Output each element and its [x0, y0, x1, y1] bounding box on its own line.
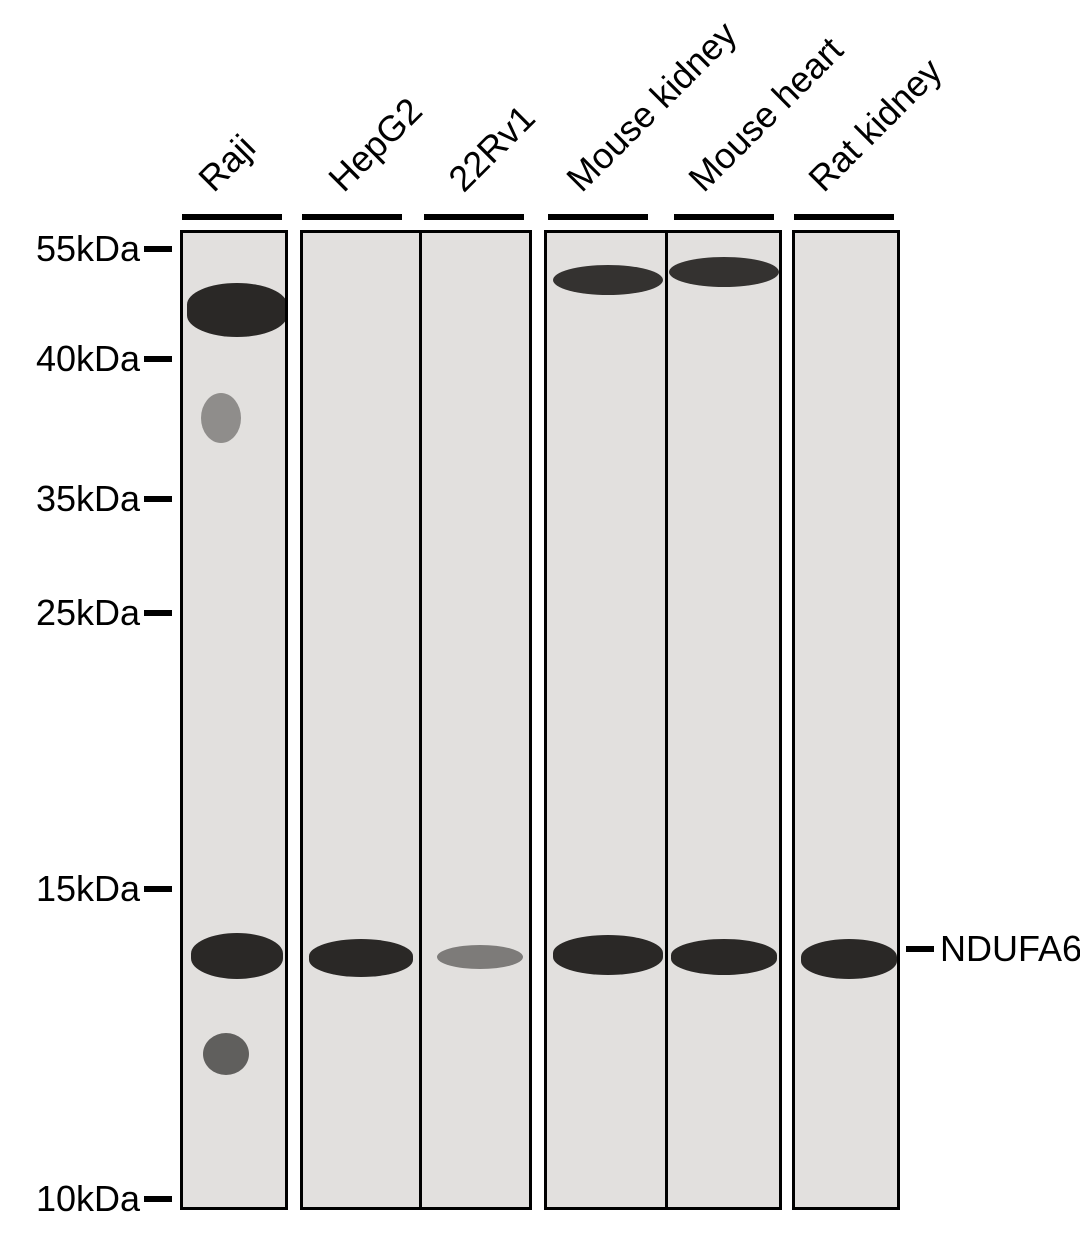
target-label: NDUFA6: [940, 928, 1080, 970]
protein-band: [203, 1033, 249, 1075]
protein-band: [191, 933, 283, 979]
marker-tick: [144, 496, 172, 502]
protein-band: [437, 945, 523, 969]
protein-band: [801, 939, 897, 979]
blot-panel-2: [300, 230, 532, 1210]
protein-band: [309, 939, 413, 977]
lane-underline: [302, 214, 402, 220]
marker-label: 55kDa: [0, 228, 140, 270]
lane-divider: [665, 233, 668, 1207]
marker-tick: [144, 610, 172, 616]
target-tick: [906, 946, 934, 952]
lane-underline: [424, 214, 524, 220]
blot-panel-3: [544, 230, 782, 1210]
lane-label: Raji: [190, 126, 264, 200]
marker-tick: [144, 1196, 172, 1202]
blot-panel-1: [180, 230, 288, 1210]
marker-label: 40kDa: [0, 338, 140, 380]
lane-label: HepG2: [320, 90, 430, 200]
lane-underline: [182, 214, 282, 220]
protein-band: [201, 393, 241, 443]
marker-tick: [144, 356, 172, 362]
marker-tick: [144, 886, 172, 892]
protein-band: [553, 265, 663, 295]
lane-underline: [794, 214, 894, 220]
marker-label: 25kDa: [0, 592, 140, 634]
protein-band: [671, 939, 777, 975]
marker-label: 35kDa: [0, 478, 140, 520]
blot-panel-4: [792, 230, 900, 1210]
protein-band: [669, 257, 779, 287]
marker-tick: [144, 246, 172, 252]
protein-band: [187, 283, 287, 337]
lane-underline: [548, 214, 648, 220]
protein-band: [553, 935, 663, 975]
lane-label: 22Rv1: [440, 97, 543, 200]
marker-label: 15kDa: [0, 868, 140, 910]
lane-underline: [674, 214, 774, 220]
marker-label: 10kDa: [0, 1178, 140, 1220]
lane-divider: [419, 233, 422, 1207]
